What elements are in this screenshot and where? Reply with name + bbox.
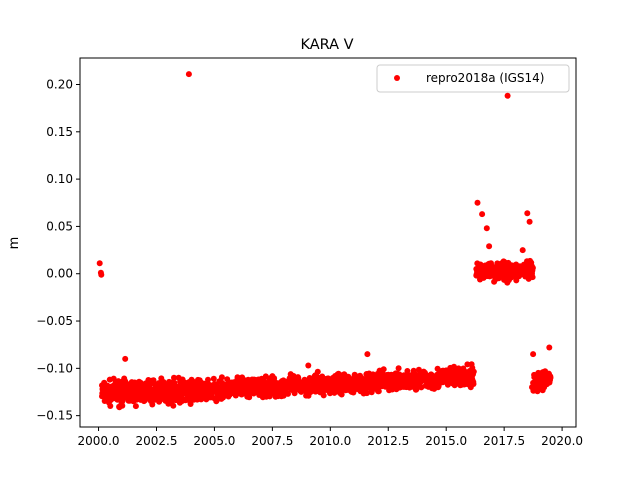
x-tick-label: 2002.5 bbox=[135, 434, 177, 448]
y-tick-label: 0.10 bbox=[46, 172, 73, 186]
data-point-dense bbox=[404, 368, 411, 374]
data-point-dense bbox=[380, 366, 387, 373]
data-point-dense bbox=[529, 274, 536, 281]
data-point bbox=[96, 260, 103, 267]
data-point-dense bbox=[218, 374, 225, 381]
data-point-dense bbox=[149, 401, 156, 408]
x-tick-label: 2020.0 bbox=[541, 434, 583, 448]
data-point-dense bbox=[375, 388, 382, 395]
data-point bbox=[504, 92, 511, 99]
data-point-dense bbox=[198, 396, 205, 402]
data-point bbox=[546, 344, 553, 351]
data-point-dense bbox=[150, 377, 157, 384]
y-tick-label: −0.15 bbox=[36, 409, 73, 423]
plot-area-frame bbox=[79, 57, 577, 428]
y-axis-label: m bbox=[7, 237, 22, 250]
data-point-dense bbox=[119, 402, 126, 409]
data-point bbox=[519, 247, 526, 254]
data-point-dense bbox=[210, 375, 217, 382]
data-point-dense bbox=[395, 365, 402, 372]
data-point-dense bbox=[119, 398, 126, 404]
x-axis-ticks: 2000.0 2002.5 2005.0 2007.5 2010.0 2012.5 2015… bbox=[78, 427, 583, 448]
legend: repro2018a (IGS14) bbox=[376, 64, 570, 93]
data-point-dense bbox=[170, 402, 177, 409]
y-tick-label: 0.15 bbox=[46, 125, 73, 139]
data-point bbox=[364, 351, 371, 358]
data-point-dense bbox=[451, 363, 457, 370]
y-tick-label: 0.00 bbox=[46, 267, 73, 281]
x-tick-label: 2000.0 bbox=[78, 434, 120, 448]
data-point bbox=[305, 362, 312, 369]
data-points bbox=[96, 71, 554, 411]
x-tick-label: 2015.0 bbox=[425, 434, 467, 448]
data-point-dense bbox=[470, 368, 477, 375]
data-point-dense bbox=[338, 391, 345, 398]
data-point-dense bbox=[107, 403, 114, 409]
data-point-dense bbox=[470, 381, 477, 387]
data-point-dense bbox=[363, 390, 370, 397]
x-tick-label: 2012.5 bbox=[367, 434, 409, 448]
data-point-dense bbox=[171, 374, 177, 381]
y-tick-label: −0.10 bbox=[36, 361, 73, 375]
y-tick-label: 0.20 bbox=[46, 77, 73, 91]
data-point bbox=[185, 71, 192, 78]
data-point bbox=[483, 225, 490, 232]
chart-title: KARA V bbox=[300, 37, 353, 53]
data-point-dense bbox=[314, 368, 321, 375]
data-point-dense bbox=[122, 378, 129, 385]
x-tick-label: 2017.5 bbox=[483, 434, 525, 448]
data-point-dense bbox=[547, 373, 554, 380]
data-point bbox=[486, 243, 493, 250]
data-point-dense bbox=[271, 375, 278, 382]
legend-marker bbox=[394, 75, 400, 81]
legend-box bbox=[376, 64, 570, 93]
x-tick-label: 2010.0 bbox=[309, 434, 351, 448]
data-point bbox=[524, 210, 531, 217]
data-point-dense bbox=[156, 397, 163, 404]
data-point-dense bbox=[205, 376, 211, 383]
data-point bbox=[474, 199, 481, 206]
y-tick-label: −0.05 bbox=[36, 314, 73, 328]
data-point-dense bbox=[529, 264, 536, 271]
y-axis-ticks: −0.15 −0.10 −0.05 0.00 0.05 0.10 0.15 0.20 bbox=[36, 77, 80, 423]
y-tick-label: 0.05 bbox=[46, 219, 73, 233]
data-point-dense bbox=[137, 379, 144, 386]
data-point bbox=[526, 218, 533, 225]
legend-label: repro2018a (IGS14) bbox=[426, 71, 544, 85]
data-point bbox=[122, 355, 129, 362]
data-point-dense bbox=[224, 376, 231, 383]
data-point bbox=[479, 211, 486, 218]
data-point bbox=[530, 351, 537, 358]
x-tick-label: 2007.5 bbox=[251, 434, 293, 448]
data-point-dense bbox=[285, 390, 291, 397]
data-point-dense bbox=[246, 394, 253, 401]
data-point-dense bbox=[291, 390, 298, 397]
data-point-dense bbox=[132, 403, 139, 410]
data-point bbox=[98, 271, 105, 278]
x-tick-label: 2005.0 bbox=[193, 434, 235, 448]
data-point-dense bbox=[320, 392, 327, 399]
